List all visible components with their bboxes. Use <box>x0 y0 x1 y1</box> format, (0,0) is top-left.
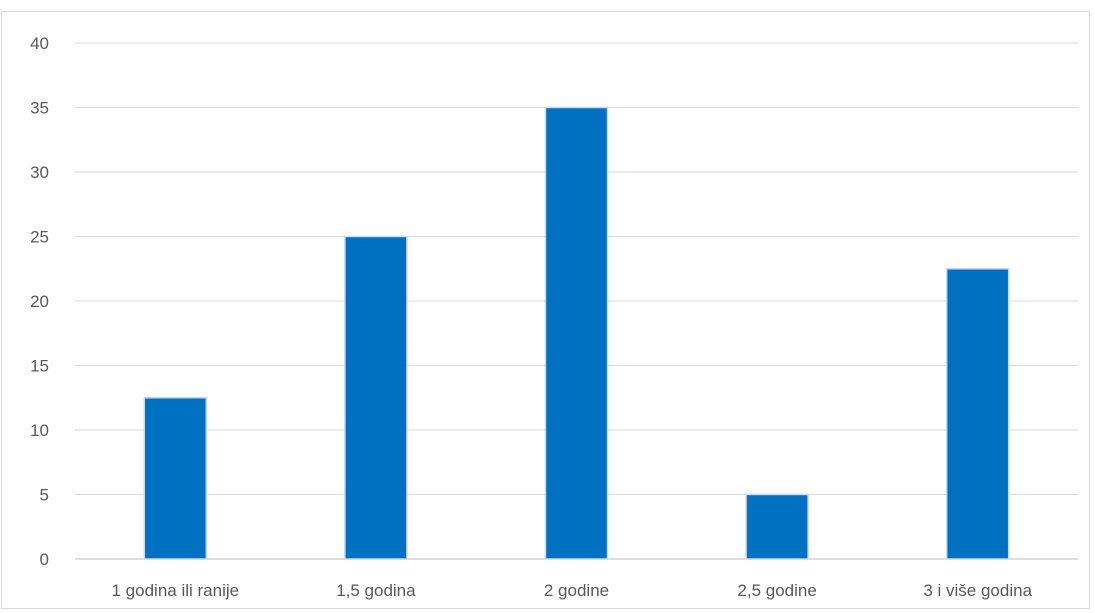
y-tick-label: 40 <box>30 34 49 53</box>
bars <box>143 106 1010 560</box>
x-axis-tick-labels: 1 godina ili ranije 1,5 godina 2 godine 2,5… <box>112 581 1033 600</box>
y-tick-label: 30 <box>30 163 49 182</box>
bar <box>945 268 1010 560</box>
y-axis-tick-labels: 0 5 10 15 20 25 30 35 40 <box>30 34 49 569</box>
y-tick-label: 15 <box>30 357 49 376</box>
x-tick-label: 2,5 godine <box>737 581 816 600</box>
bar-chart: 0 5 10 15 20 25 30 35 40 1 godina ili ranije 1,5 … <box>30 34 1078 600</box>
x-tick-label: 1,5 godina <box>336 581 416 600</box>
bar <box>745 493 809 560</box>
y-tick-label: 25 <box>30 228 49 247</box>
bar <box>544 106 609 560</box>
bar <box>143 397 208 560</box>
y-tick-label: 10 <box>30 421 49 440</box>
x-tick-label: 3 i više godina <box>923 581 1032 600</box>
y-tick-label: 0 <box>40 550 49 569</box>
x-tick-label: 2 godine <box>544 581 609 600</box>
y-tick-label: 35 <box>30 99 49 118</box>
bar <box>344 235 408 560</box>
y-tick-label: 5 <box>40 486 49 505</box>
chart-frame: 0 5 10 15 20 25 30 35 40 1 godina ili ranije 1,5 … <box>1 11 1090 609</box>
y-tick-label: 20 <box>30 292 49 311</box>
x-tick-label: 1 godina ili ranije <box>112 581 240 600</box>
